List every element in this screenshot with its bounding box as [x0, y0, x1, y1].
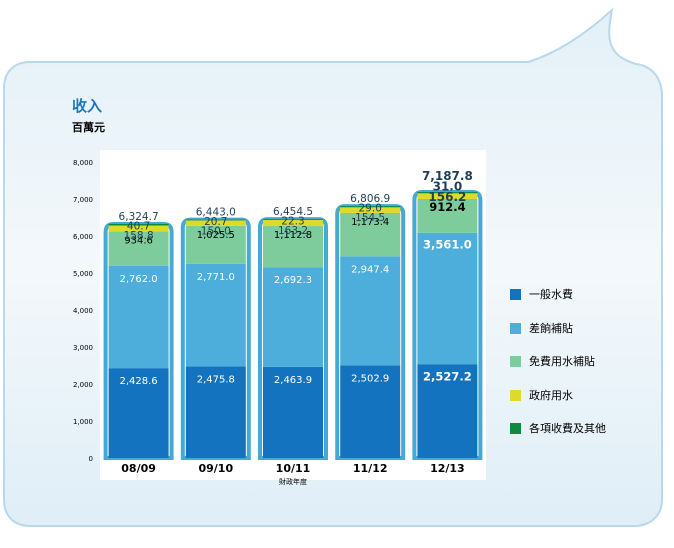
segment-value-label: 22.3: [281, 216, 304, 228]
total-label: 6,324.7: [119, 211, 159, 223]
legend-item: 各項收費及其他: [510, 422, 650, 436]
total-label: 7,187.8: [422, 169, 473, 183]
bar-segment: [108, 231, 169, 266]
legend-label: 差餉補貼: [529, 321, 573, 335]
bar-segment: [340, 206, 401, 208]
segment-value-label: 1,112.8: [274, 230, 312, 241]
bar-segment: [417, 193, 478, 199]
legend-item: 免費用水補貼: [510, 355, 650, 369]
bar-segment: [263, 267, 323, 367]
segment-value-label: 29.0: [359, 203, 382, 215]
total-label: 6,454.5: [273, 206, 313, 218]
segment-value-label: 2,428.6: [120, 376, 158, 387]
segment-value-label: 156.2: [428, 190, 466, 204]
legend-item: 政府用水: [510, 389, 650, 403]
x-category-label: 11/12: [353, 462, 388, 475]
y-tick-label: 6,000: [73, 233, 93, 241]
bar-segment: [417, 364, 478, 458]
segment-value-label: 2,527.2: [423, 369, 472, 383]
y-tick-label: 7,000: [73, 196, 93, 204]
bar-segment: [185, 219, 246, 221]
segment-value-label: 3,561.0: [423, 238, 472, 252]
y-tick-label: 8,000: [73, 159, 93, 167]
y-tick-label: 4,000: [73, 307, 93, 315]
bar-segment: [263, 366, 323, 458]
total-label: 6,806.9: [350, 193, 390, 205]
unit-label: 百萬元: [72, 121, 105, 134]
segment-value-label: 934.6: [124, 235, 153, 246]
bar-segment: [108, 265, 169, 369]
segment-value-label: 163.2: [278, 225, 308, 237]
legend-label: 各項收費及其他: [529, 422, 606, 435]
bar-segment: [108, 225, 169, 232]
segment-value-label: 2,771.0: [197, 272, 235, 283]
bar-segment: [263, 219, 323, 221]
segment-value-label: 40.7: [127, 220, 150, 232]
x-category-label: 09/10: [198, 462, 233, 475]
legend-label: 一般水費: [529, 288, 573, 301]
x-axis-title: 財政年度: [279, 477, 307, 486]
segment-value-label: 1,025.5: [197, 230, 235, 241]
segment-value-label: 150.0: [201, 226, 231, 238]
segment-value-label: 2,947.4: [351, 264, 389, 275]
bar-segment: [417, 198, 478, 233]
legend-swatch: [510, 289, 521, 300]
y-tick-label: 1,000: [73, 418, 93, 426]
bar-segment: [340, 207, 401, 213]
legend-swatch: [510, 322, 521, 334]
bar-segment: [340, 365, 401, 458]
segment-value-label: 912.4: [429, 200, 465, 214]
segment-value-label: 1,173.4: [351, 217, 389, 228]
bar-segment: [108, 368, 169, 458]
bar-segment: [340, 212, 401, 257]
y-tick-label: 3,000: [73, 344, 93, 352]
segment-value-label: 20.7: [204, 216, 227, 228]
total-label: 6,443.0: [196, 207, 236, 219]
legend-label: 政府用水: [529, 388, 573, 402]
y-tick-label: 5,000: [73, 270, 93, 278]
bar-segment: [185, 366, 246, 458]
segment-value-label: 31.0: [433, 180, 463, 194]
legend-item: 差餉補貼: [510, 322, 650, 336]
bar-segment: [340, 256, 401, 366]
legend-swatch: [510, 423, 521, 434]
x-category-label: 08/09: [121, 462, 156, 475]
bar-segment: [263, 226, 323, 268]
bar-segment: [417, 192, 478, 194]
chart-title: 收入: [72, 97, 103, 115]
legend-swatch: [510, 389, 521, 401]
bar-segment: [185, 220, 246, 226]
segment-value-label: 2,502.9: [351, 373, 389, 384]
bar-segment: [185, 263, 246, 367]
y-tick-label: 2,000: [73, 381, 93, 389]
bar-segment: [263, 220, 323, 227]
legend-swatch: [510, 356, 521, 367]
bar-segment: [185, 225, 246, 264]
legend-label: 免費用水補貼: [529, 355, 595, 368]
bar-segment: [108, 223, 169, 226]
x-category-label: 12/13: [430, 462, 465, 475]
segment-value-label: 2,475.8: [197, 374, 235, 385]
segment-value-label: 154.5: [355, 212, 385, 224]
segment-value-label: 2,762.0: [120, 274, 158, 285]
x-category-label: 10/11: [276, 462, 311, 475]
segment-value-label: 2,692.3: [274, 275, 312, 286]
bar-segment: [417, 232, 478, 365]
segment-value-label: 2,463.9: [274, 375, 312, 386]
y-tick-label: 0: [89, 455, 93, 463]
legend-item: 一般水費: [510, 288, 650, 302]
segment-value-label: 158.8: [124, 230, 154, 242]
